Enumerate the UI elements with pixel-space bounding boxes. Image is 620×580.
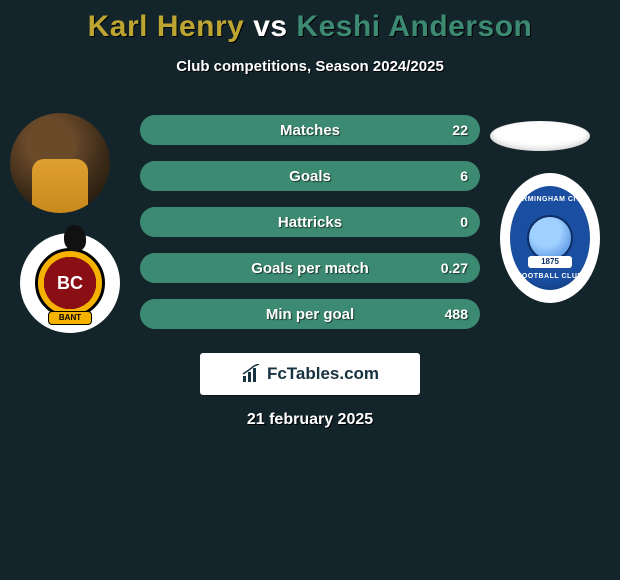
player2-avatar <box>490 121 590 151</box>
stat-bar: Goals per match0.27 <box>140 253 480 283</box>
stat-bar: Hattricks0 <box>140 207 480 237</box>
comparison-title: Karl Henry vs Keshi Anderson <box>0 0 620 44</box>
brand-badge: FcTables.com <box>200 353 420 395</box>
vs-text: vs <box>253 10 287 43</box>
player1-club-badge: BC BANT <box>20 233 120 333</box>
stat-label: Goals per match <box>140 253 480 283</box>
stat-value-right: 488 <box>445 299 468 329</box>
player1-name: Karl Henry <box>88 10 245 43</box>
stat-value-right: 0.27 <box>441 253 468 283</box>
club1-initials: BC <box>57 273 83 294</box>
snapshot-date: 21 february 2025 <box>0 411 620 429</box>
stat-label: Hattricks <box>140 207 480 237</box>
player1-avatar <box>10 113 110 213</box>
rooster-icon <box>64 225 86 251</box>
player2-club-badge: BIRMINGHAM CITY 1875 FOOTBALL CLUB <box>500 173 600 303</box>
stat-label: Matches <box>140 115 480 145</box>
stat-label: Min per goal <box>140 299 480 329</box>
player2-name: Keshi Anderson <box>296 10 532 43</box>
stat-bars: Matches22 Goals6 Hattricks0 Goals per match… <box>140 115 480 345</box>
chart-icon <box>241 364 261 384</box>
club2-year: 1875 <box>528 256 572 268</box>
stat-label: Goals <box>140 161 480 191</box>
stat-value-right: 22 <box>452 115 468 145</box>
club2-top-text: BIRMINGHAM CITY <box>510 196 590 203</box>
stat-bar: Matches22 <box>140 115 480 145</box>
club1-ribbon: BANT <box>48 311 92 325</box>
globe-icon <box>527 215 573 261</box>
stat-bar: Min per goal488 <box>140 299 480 329</box>
subtitle: Club competitions, Season 2024/2025 <box>0 58 620 75</box>
stat-value-right: 6 <box>460 161 468 191</box>
brand-text: FcTables.com <box>267 364 379 384</box>
club2-bottom-text: FOOTBALL CLUB <box>510 273 590 280</box>
stat-value-right: 0 <box>460 207 468 237</box>
stat-bar: Goals6 <box>140 161 480 191</box>
